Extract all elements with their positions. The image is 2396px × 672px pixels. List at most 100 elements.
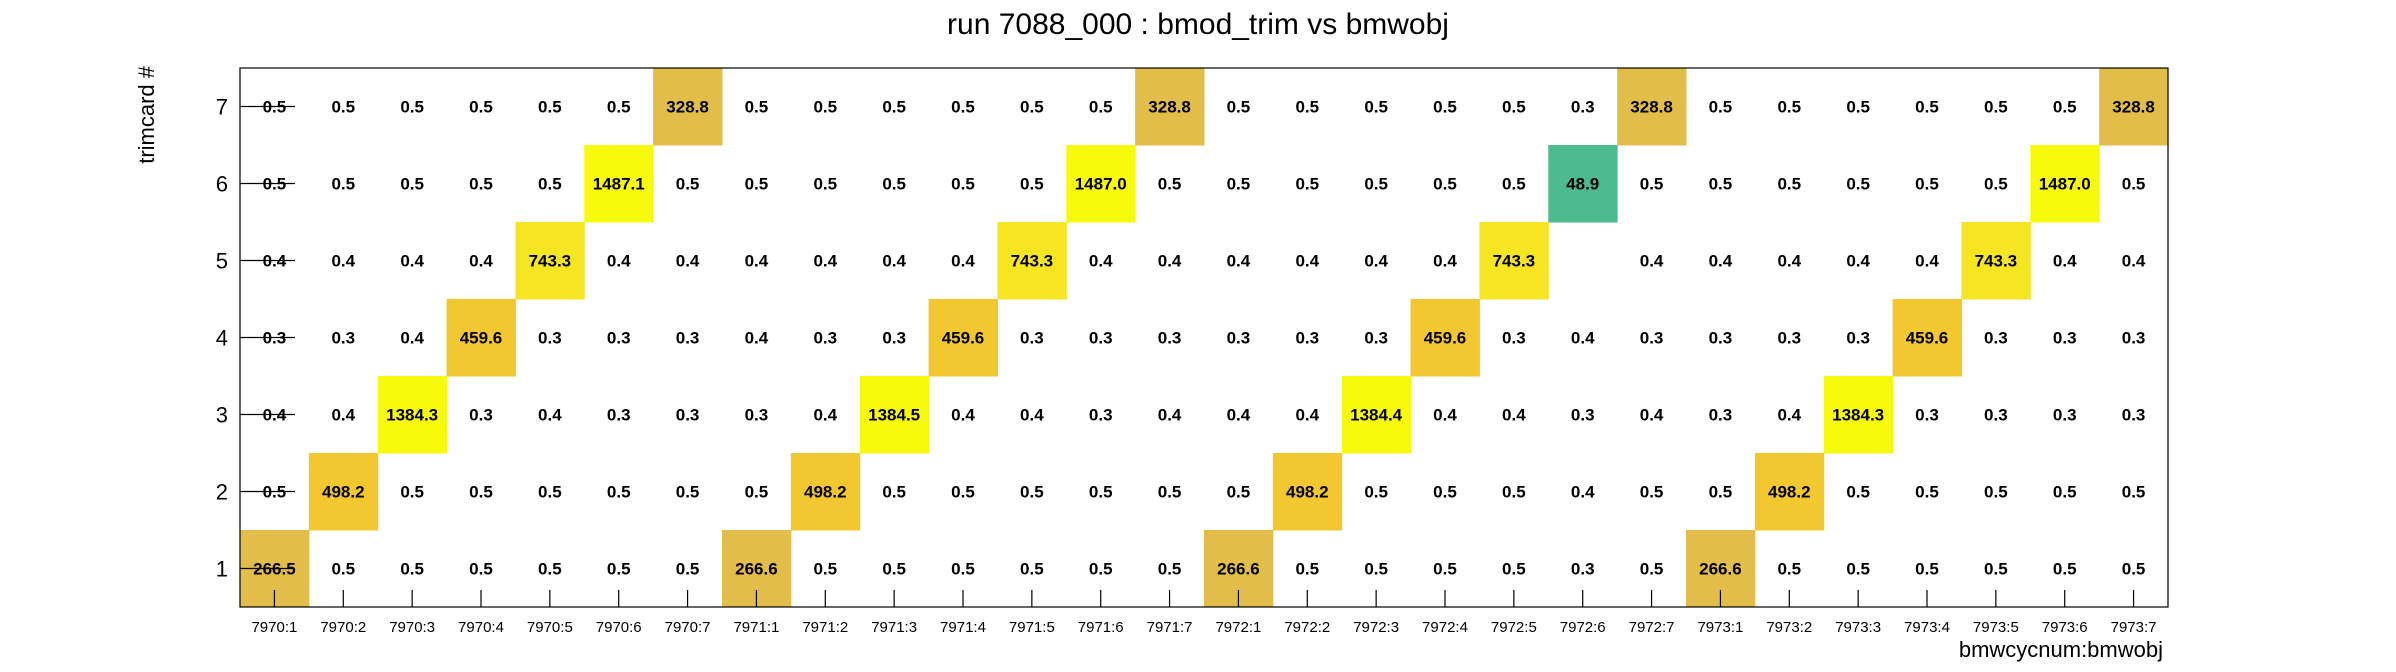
cell-value-label: 0.4 bbox=[1571, 483, 1595, 502]
heatmap-cell bbox=[1479, 222, 1549, 300]
cell-value-label: 0.3 bbox=[1571, 560, 1595, 579]
cell-value-label: 0.5 bbox=[1640, 483, 1664, 502]
cell-value-label: 0.5 bbox=[951, 560, 975, 579]
cell-value-label: 0.5 bbox=[2122, 560, 2146, 579]
cell-value-label: 0.5 bbox=[1502, 98, 1526, 117]
cell-value-label: 0.5 bbox=[1846, 98, 1870, 117]
cell-value-label: 0.4 bbox=[1502, 406, 1526, 425]
cell-value-label: 0.5 bbox=[400, 175, 424, 194]
cell-value-label: 1487.0 bbox=[2039, 175, 2091, 194]
x-tick-label: 7972:5 bbox=[1491, 619, 1537, 636]
cell-value-label: 266.6 bbox=[735, 560, 778, 579]
cell-value-label: 0.3 bbox=[1915, 406, 1939, 425]
heatmap-cell bbox=[515, 222, 585, 300]
heatmap-cell bbox=[1272, 453, 1343, 531]
cell-value-label: 0.5 bbox=[813, 175, 837, 194]
cell-value-label: 328.8 bbox=[2112, 98, 2155, 117]
cell-value-label: 498.2 bbox=[804, 483, 847, 502]
x-tick-label: 7972:6 bbox=[1560, 619, 1606, 636]
cell-value-label: 0.3 bbox=[1709, 329, 1733, 348]
heatmap-cell bbox=[790, 453, 861, 531]
cell-value-label: 0.5 bbox=[1502, 175, 1526, 194]
cell-value-label: 0.5 bbox=[1158, 483, 1182, 502]
cell-value-label: 0.5 bbox=[2122, 483, 2146, 502]
cell-value-label: 0.4 bbox=[1295, 406, 1319, 425]
cell-value-label: 0.5 bbox=[538, 98, 562, 117]
cell-value-label: 0.3 bbox=[1158, 329, 1182, 348]
cell-value-label: 0.5 bbox=[2053, 483, 2077, 502]
cell-value-label: 0.5 bbox=[1984, 483, 2008, 502]
heatmap-cell bbox=[1341, 376, 1412, 454]
cell-value-label: 0.3 bbox=[1089, 406, 1113, 425]
cell-value-label: 0.5 bbox=[1984, 98, 2008, 117]
heatmap-cell-labels: 266.5 0.5 0.5 0.5 0.5 0.5 0.5 266.6 0.5 0.5 0.5 0.5… bbox=[253, 98, 2155, 579]
cell-value-label: 0.5 bbox=[1295, 175, 1319, 194]
cell-value-label: 0.5 bbox=[2053, 98, 2077, 117]
cell-value-label: 0.4 bbox=[1777, 252, 1801, 271]
cell-value-label: 1384.3 bbox=[1832, 406, 1884, 425]
cell-value-label: 0.5 bbox=[882, 98, 906, 117]
cell-value-label: 0.3 bbox=[1846, 329, 1870, 348]
cell-value-label: 0.4 bbox=[1640, 406, 1664, 425]
cell-value-label: 0.4 bbox=[1295, 252, 1319, 271]
cell-value-label: 743.3 bbox=[1011, 252, 1054, 271]
cell-value-label: 0.5 bbox=[813, 98, 837, 117]
cell-value-label: 0.5 bbox=[1089, 560, 1113, 579]
cell-value-label: 0.5 bbox=[745, 175, 769, 194]
heatmap-cell bbox=[1754, 453, 1825, 531]
cell-value-label: 0.4 bbox=[1846, 252, 1870, 271]
cell-value-label: 0.3 bbox=[1709, 406, 1733, 425]
cell-value-label: 498.2 bbox=[322, 483, 365, 502]
cell-value-label: 0.3 bbox=[1777, 329, 1801, 348]
cell-value-label: 0.5 bbox=[1777, 98, 1801, 117]
cell-value-label: 0.4 bbox=[1433, 252, 1457, 271]
cell-value-label: 0.5 bbox=[1777, 175, 1801, 194]
cell-value-label: 0.4 bbox=[400, 252, 424, 271]
y-tick-label: 3 bbox=[216, 403, 228, 428]
cell-value-label: 0.3 bbox=[1984, 406, 2008, 425]
cell-value-label: 0.5 bbox=[1640, 560, 1664, 579]
cell-value-label: 0.5 bbox=[1020, 483, 1044, 502]
heatmap-cell bbox=[2099, 68, 2169, 146]
cell-value-label: 0.3 bbox=[1295, 329, 1319, 348]
x-tick-label: 7970:1 bbox=[251, 619, 297, 636]
cell-value-label: 0.3 bbox=[745, 406, 769, 425]
cell-value-label: 0.4 bbox=[951, 252, 975, 271]
cell-value-label: 0.4 bbox=[1158, 252, 1182, 271]
heatmap-cell bbox=[997, 222, 1067, 300]
cell-value-label: 0.5 bbox=[1227, 175, 1251, 194]
cell-value-label: 0.3 bbox=[1227, 329, 1251, 348]
cell-value-label: 0.5 bbox=[882, 560, 906, 579]
cell-value-label: 0.5 bbox=[1158, 560, 1182, 579]
x-tick-label: 7973:1 bbox=[1697, 619, 1743, 636]
cell-value-label: 0.5 bbox=[1295, 98, 1319, 117]
x-tick-label: 7973:2 bbox=[1766, 619, 1812, 636]
heatmap-cells bbox=[240, 68, 2169, 608]
cell-value-label: 0.4 bbox=[1227, 252, 1251, 271]
cell-value-label: 266.6 bbox=[1699, 560, 1742, 579]
x-axis: 7970:1 7970:2 7970:3 7970:4 7970:5 7970:6 7970… bbox=[251, 590, 2157, 636]
cell-value-label: 0.4 bbox=[1777, 406, 1801, 425]
heatmap-cell bbox=[1410, 299, 1480, 377]
cell-value-label: 0.4 bbox=[538, 406, 562, 425]
y-tick-label: 7 bbox=[216, 95, 228, 120]
cell-value-label: 0.4 bbox=[1709, 252, 1733, 271]
cell-value-label: 0.3 bbox=[2053, 406, 2077, 425]
heatmap-cell bbox=[377, 376, 448, 454]
cell-value-label: 0.5 bbox=[1295, 560, 1319, 579]
cell-value-label: 0.3 bbox=[607, 329, 631, 348]
x-tick-label: 7970:4 bbox=[458, 619, 504, 636]
cell-value-label: 0.4 bbox=[400, 329, 424, 348]
cell-value-label: 0.4 bbox=[331, 252, 355, 271]
cell-value-label: 0.5 bbox=[676, 175, 700, 194]
cell-value-label: 0.5 bbox=[1846, 560, 1870, 579]
cell-value-label: 0.5 bbox=[951, 483, 975, 502]
cell-value-label: 498.2 bbox=[1286, 483, 1329, 502]
cell-value-label: 0.5 bbox=[607, 98, 631, 117]
cell-value-label: 0.3 bbox=[1089, 329, 1113, 348]
cell-value-label: 459.6 bbox=[1424, 329, 1467, 348]
cell-value-label: 0.3 bbox=[469, 406, 493, 425]
cell-value-label: 0.4 bbox=[1571, 329, 1595, 348]
heatmap-cell bbox=[1617, 68, 1687, 146]
